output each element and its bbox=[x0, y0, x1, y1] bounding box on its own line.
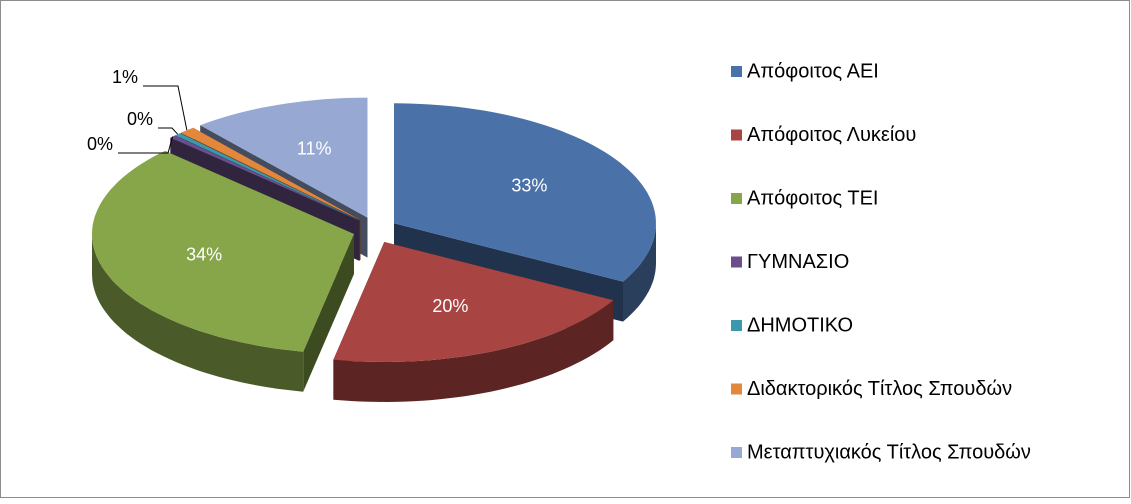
legend-swatch bbox=[731, 129, 742, 141]
legend-label: Διδακτορικός Τίτλος Σπουδών bbox=[747, 378, 1012, 400]
data-label: 0% bbox=[127, 109, 153, 129]
legend-label: Απόφοιτος Λυκείου bbox=[747, 124, 916, 146]
leader-line bbox=[143, 85, 188, 131]
slice bbox=[200, 97, 368, 218]
data-label: 20% bbox=[432, 296, 468, 316]
slice bbox=[180, 127, 361, 221]
slice bbox=[394, 103, 656, 282]
leader-line bbox=[158, 127, 179, 135]
legend-swatch bbox=[731, 66, 742, 77]
slice-side bbox=[623, 223, 656, 322]
data-label: 1% bbox=[112, 67, 138, 87]
slice-side bbox=[92, 234, 304, 392]
slice bbox=[333, 242, 614, 362]
slice bbox=[175, 133, 360, 221]
data-label: 0% bbox=[87, 134, 113, 154]
data-label: 33% bbox=[511, 176, 547, 196]
legend-label: Απόφοιτος ΤΕΙ bbox=[747, 187, 878, 209]
slice bbox=[170, 135, 360, 221]
legend-swatch bbox=[731, 383, 742, 395]
legend-swatch bbox=[731, 193, 742, 204]
legend-label: ΓΥΜΝΑΣΙΟ bbox=[747, 251, 849, 273]
legend-label: ΔΗΜΟΤΙΚΟ bbox=[747, 314, 853, 336]
data-label: 34% bbox=[186, 244, 222, 264]
slice bbox=[92, 150, 354, 352]
legend-swatch bbox=[731, 256, 742, 268]
slice-side bbox=[333, 300, 614, 402]
legend-swatch bbox=[731, 447, 742, 458]
legend-label: Απόφοιτος ΑΕΙ bbox=[747, 60, 879, 82]
legend-swatch bbox=[731, 320, 742, 331]
slice-wall bbox=[303, 234, 354, 392]
data-label: 11% bbox=[297, 139, 332, 159]
leader-line bbox=[118, 136, 174, 154]
legend-label: Μεταπτυχιακός Τίτλος Σπουδών bbox=[747, 441, 1031, 463]
